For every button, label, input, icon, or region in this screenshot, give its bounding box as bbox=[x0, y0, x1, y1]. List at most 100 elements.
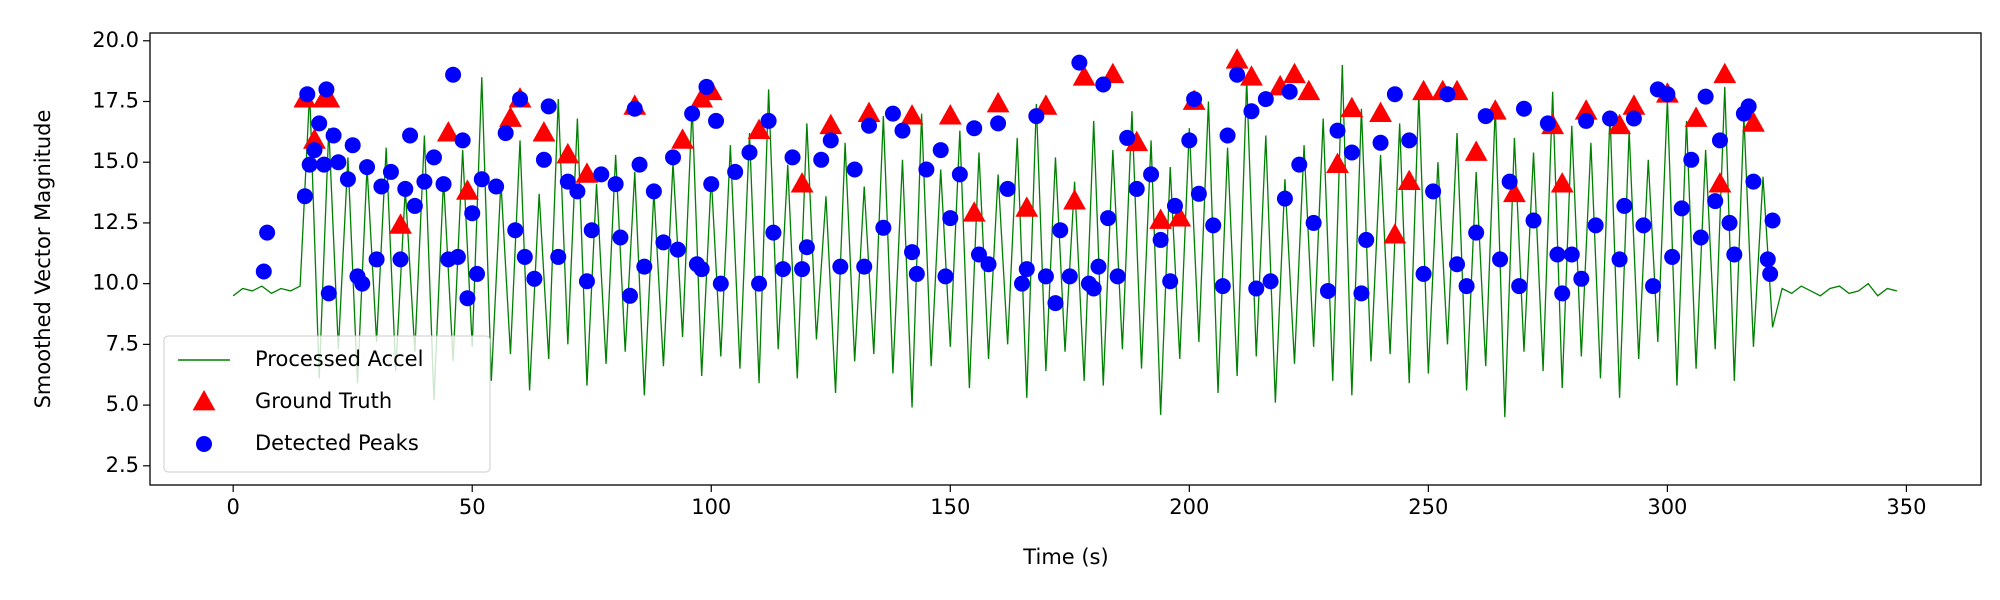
peak-marker bbox=[1152, 231, 1169, 248]
peak-marker bbox=[693, 261, 710, 278]
peak-marker bbox=[765, 224, 782, 241]
peak-marker bbox=[698, 78, 715, 95]
peak-marker bbox=[813, 151, 830, 168]
peak-marker bbox=[569, 183, 586, 200]
ground-truth-marker bbox=[1063, 189, 1086, 210]
peak-marker bbox=[832, 258, 849, 275]
ground-truth-marker bbox=[1326, 152, 1349, 174]
peak-marker bbox=[1052, 222, 1069, 239]
peak-marker bbox=[612, 229, 629, 246]
peak-marker bbox=[1449, 256, 1466, 273]
peak-marker bbox=[1028, 108, 1045, 125]
peak-marker bbox=[1563, 246, 1580, 263]
peak-marker bbox=[703, 176, 720, 193]
peak-marker bbox=[1276, 190, 1293, 207]
ground-truth-marker bbox=[857, 101, 881, 123]
y-tick-label: 15.0 bbox=[92, 149, 139, 173]
peak-marker bbox=[1386, 86, 1403, 103]
y-axis-label: Smoothed Vector Magnitude bbox=[31, 110, 55, 409]
peak-marker bbox=[1659, 86, 1676, 103]
ground-truth-marker bbox=[1283, 62, 1306, 84]
peak-marker bbox=[727, 163, 744, 180]
peak-marker bbox=[966, 120, 983, 137]
peak-marker bbox=[255, 263, 272, 280]
peak-marker bbox=[392, 251, 409, 268]
ground-truth-marker bbox=[575, 162, 599, 183]
ground-truth-marker bbox=[1397, 169, 1421, 191]
peak-marker bbox=[259, 224, 276, 241]
x-axis-label: Time (s) bbox=[1022, 545, 1108, 569]
y-tick-label: 20.0 bbox=[92, 28, 139, 52]
peak-marker bbox=[373, 178, 390, 195]
peak-marker bbox=[507, 222, 524, 239]
peak-marker bbox=[402, 127, 419, 144]
peak-marker bbox=[368, 251, 385, 268]
peak-marker bbox=[708, 112, 725, 129]
peak-marker bbox=[1511, 278, 1528, 295]
ground-truth-marker bbox=[962, 201, 986, 222]
peak-marker bbox=[449, 248, 466, 265]
peak-marker bbox=[884, 105, 901, 122]
peak-marker bbox=[468, 265, 485, 282]
ground-truth-marker bbox=[1684, 106, 1708, 127]
peak-marker bbox=[1683, 151, 1700, 168]
peak-marker bbox=[1616, 197, 1633, 214]
legend-triangle bbox=[192, 390, 216, 411]
peak-marker bbox=[751, 275, 768, 292]
peak-marker bbox=[1587, 217, 1604, 234]
peak-marker bbox=[416, 173, 433, 190]
peak-marker bbox=[1611, 251, 1628, 268]
y-tick-label: 12.5 bbox=[92, 210, 139, 234]
peak-marker bbox=[1219, 127, 1236, 144]
x-tick-label: 100 bbox=[691, 495, 731, 519]
peak-marker bbox=[1539, 115, 1556, 132]
peak-marker bbox=[846, 161, 863, 178]
peak-marker bbox=[894, 122, 911, 139]
peak-marker bbox=[1458, 278, 1475, 295]
peak-marker bbox=[1711, 132, 1728, 149]
peak-marker bbox=[1721, 214, 1738, 231]
ground-truth-marker bbox=[1125, 130, 1149, 152]
peak-marker bbox=[669, 241, 686, 258]
peak-marker bbox=[784, 149, 801, 166]
peak-marker bbox=[578, 273, 595, 290]
peak-marker bbox=[454, 132, 471, 149]
ground-truth-marker bbox=[747, 118, 771, 140]
peak-marker bbox=[760, 112, 777, 129]
peak-marker bbox=[526, 270, 543, 287]
peak-marker bbox=[1415, 265, 1432, 282]
peak-marker bbox=[1468, 224, 1485, 241]
ground-truth-marker bbox=[1464, 140, 1488, 161]
peak-marker bbox=[1100, 210, 1117, 227]
peak-marker bbox=[980, 256, 997, 273]
ground-truth-marker bbox=[1225, 48, 1249, 69]
peak-marker bbox=[1401, 132, 1418, 149]
peak-marker bbox=[1477, 108, 1494, 125]
peak-marker bbox=[1625, 110, 1642, 127]
peak-marker bbox=[1128, 180, 1145, 197]
ground-truth-marker bbox=[1550, 172, 1574, 193]
peak-marker bbox=[631, 156, 648, 173]
peak-marker bbox=[798, 239, 815, 256]
peak-marker bbox=[497, 125, 514, 142]
peak-marker bbox=[626, 100, 643, 117]
peak-marker bbox=[1305, 214, 1322, 231]
ground-truth-marker bbox=[1297, 79, 1321, 101]
peak-marker bbox=[406, 197, 423, 214]
ground-truth-marker bbox=[790, 172, 814, 193]
peak-marker bbox=[1645, 278, 1662, 295]
peak-marker bbox=[908, 265, 925, 282]
y-tick-label: 10.0 bbox=[92, 271, 139, 295]
ground-truth-marker bbox=[1149, 208, 1173, 229]
plot-frame bbox=[149, 32, 1982, 486]
peak-marker bbox=[856, 258, 873, 275]
peak-marker bbox=[1181, 132, 1198, 149]
y-tick-label: 17.5 bbox=[92, 88, 139, 112]
ground-truth-marker bbox=[1015, 196, 1039, 217]
peak-marker bbox=[1673, 200, 1690, 217]
ground-truth-marker bbox=[1608, 113, 1631, 135]
peak-marker bbox=[1515, 100, 1532, 117]
peak-marker bbox=[354, 275, 371, 292]
ground-truth-marker bbox=[1574, 99, 1598, 120]
